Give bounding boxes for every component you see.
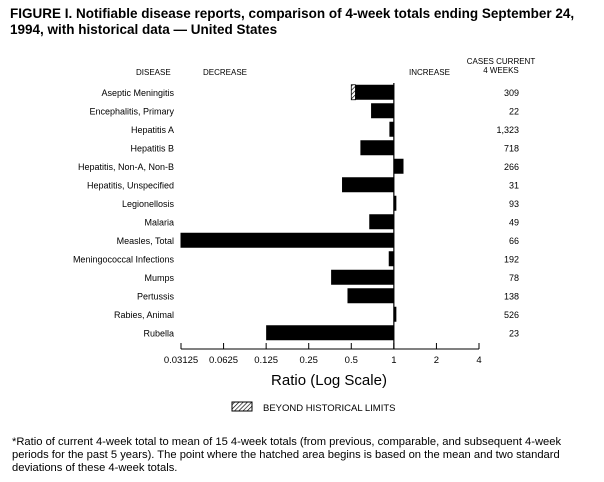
header-cases-line2: 4 WEEKS <box>483 66 519 75</box>
header-decrease: DECREASE <box>203 68 247 77</box>
footnote: *Ratio of current 4-week total to mean o… <box>12 436 562 474</box>
category-label: Encephalitis, Primary <box>89 106 174 116</box>
x-tick-label: 0.125 <box>254 355 278 366</box>
x-tick-label: 1 <box>391 355 396 366</box>
x-tick-label: 0.03125 <box>164 355 198 366</box>
bar <box>389 121 394 137</box>
bar <box>388 251 394 267</box>
bar <box>331 269 394 285</box>
x-tick-label: 2 <box>434 355 439 366</box>
cases-value: 526 <box>504 310 519 320</box>
cases-value: 718 <box>504 143 519 153</box>
bar <box>360 140 394 156</box>
cases-value: 49 <box>509 217 519 227</box>
cases-value: 66 <box>509 236 519 246</box>
figure-title: FIGURE I. Notifiable disease reports, co… <box>10 6 575 37</box>
bar <box>369 214 394 230</box>
header-increase: INCREASE <box>409 68 450 77</box>
cases-value: 22 <box>509 106 519 116</box>
bar <box>393 158 404 174</box>
bar <box>393 306 397 322</box>
bar <box>393 195 397 211</box>
category-label: Malaria <box>144 217 174 227</box>
x-tick-label: 0.25 <box>299 355 318 366</box>
category-label: Rubella <box>143 328 174 338</box>
legend-hatch-swatch <box>231 401 253 412</box>
category-label: Hepatitis B <box>130 143 174 153</box>
category-label: Meningococcal Infections <box>73 254 175 264</box>
category-label: Legionellosis <box>122 199 175 209</box>
bar <box>180 232 394 248</box>
x-tick-label: 0.5 <box>345 355 358 366</box>
cases-value: 1,323 <box>496 125 519 135</box>
bar <box>347 288 394 304</box>
x-axis-label: Ratio (Log Scale) <box>271 372 387 389</box>
bar <box>371 103 394 119</box>
legend-label: BEYOND HISTORICAL LIMITS <box>263 403 396 414</box>
bar <box>266 325 394 341</box>
cases-value: 266 <box>504 162 519 172</box>
cases-value: 31 <box>509 180 519 190</box>
category-label: Rabies, Animal <box>114 310 174 320</box>
category-label: Mumps <box>144 273 174 283</box>
header-disease: DISEASE <box>136 68 171 77</box>
cases-value: 192 <box>504 254 519 264</box>
cases-value: 138 <box>504 291 519 301</box>
cases-value: 93 <box>509 199 519 209</box>
category-label: Measles, Total <box>117 236 174 246</box>
category-label: Pertussis <box>137 291 175 301</box>
category-label: Hepatitis, Unspecified <box>87 180 174 190</box>
category-label: Hepatitis, Non-A, Non-B <box>78 162 174 172</box>
category-label: Hepatitis A <box>131 125 174 135</box>
header-cases-line1: CASES CURRENT <box>467 57 536 66</box>
x-tick-label: 0.0625 <box>209 355 238 366</box>
cases-value: 78 <box>509 273 519 283</box>
bar <box>342 177 394 193</box>
cases-value: 23 <box>509 328 519 338</box>
x-tick-label: 4 <box>476 355 481 366</box>
category-label: Aseptic Meningitis <box>101 88 174 98</box>
cases-value: 309 <box>504 88 519 98</box>
bar <box>351 84 394 100</box>
bar-hatch <box>350 84 356 101</box>
